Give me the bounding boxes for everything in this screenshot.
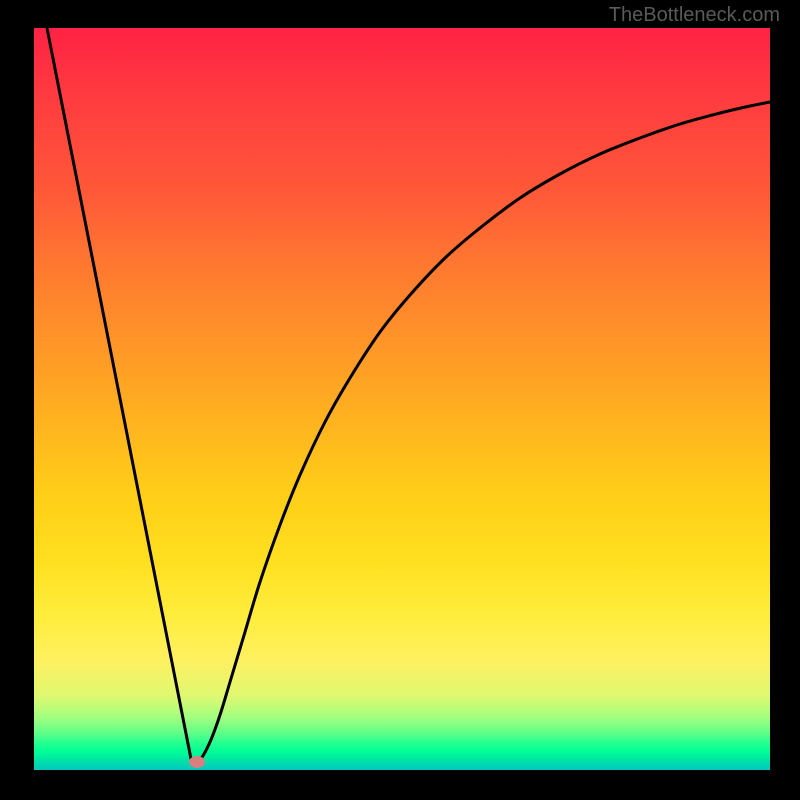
- watermark-text: TheBottleneck.com: [609, 4, 780, 27]
- plot-area: [34, 28, 770, 770]
- minimum-marker: [189, 756, 205, 768]
